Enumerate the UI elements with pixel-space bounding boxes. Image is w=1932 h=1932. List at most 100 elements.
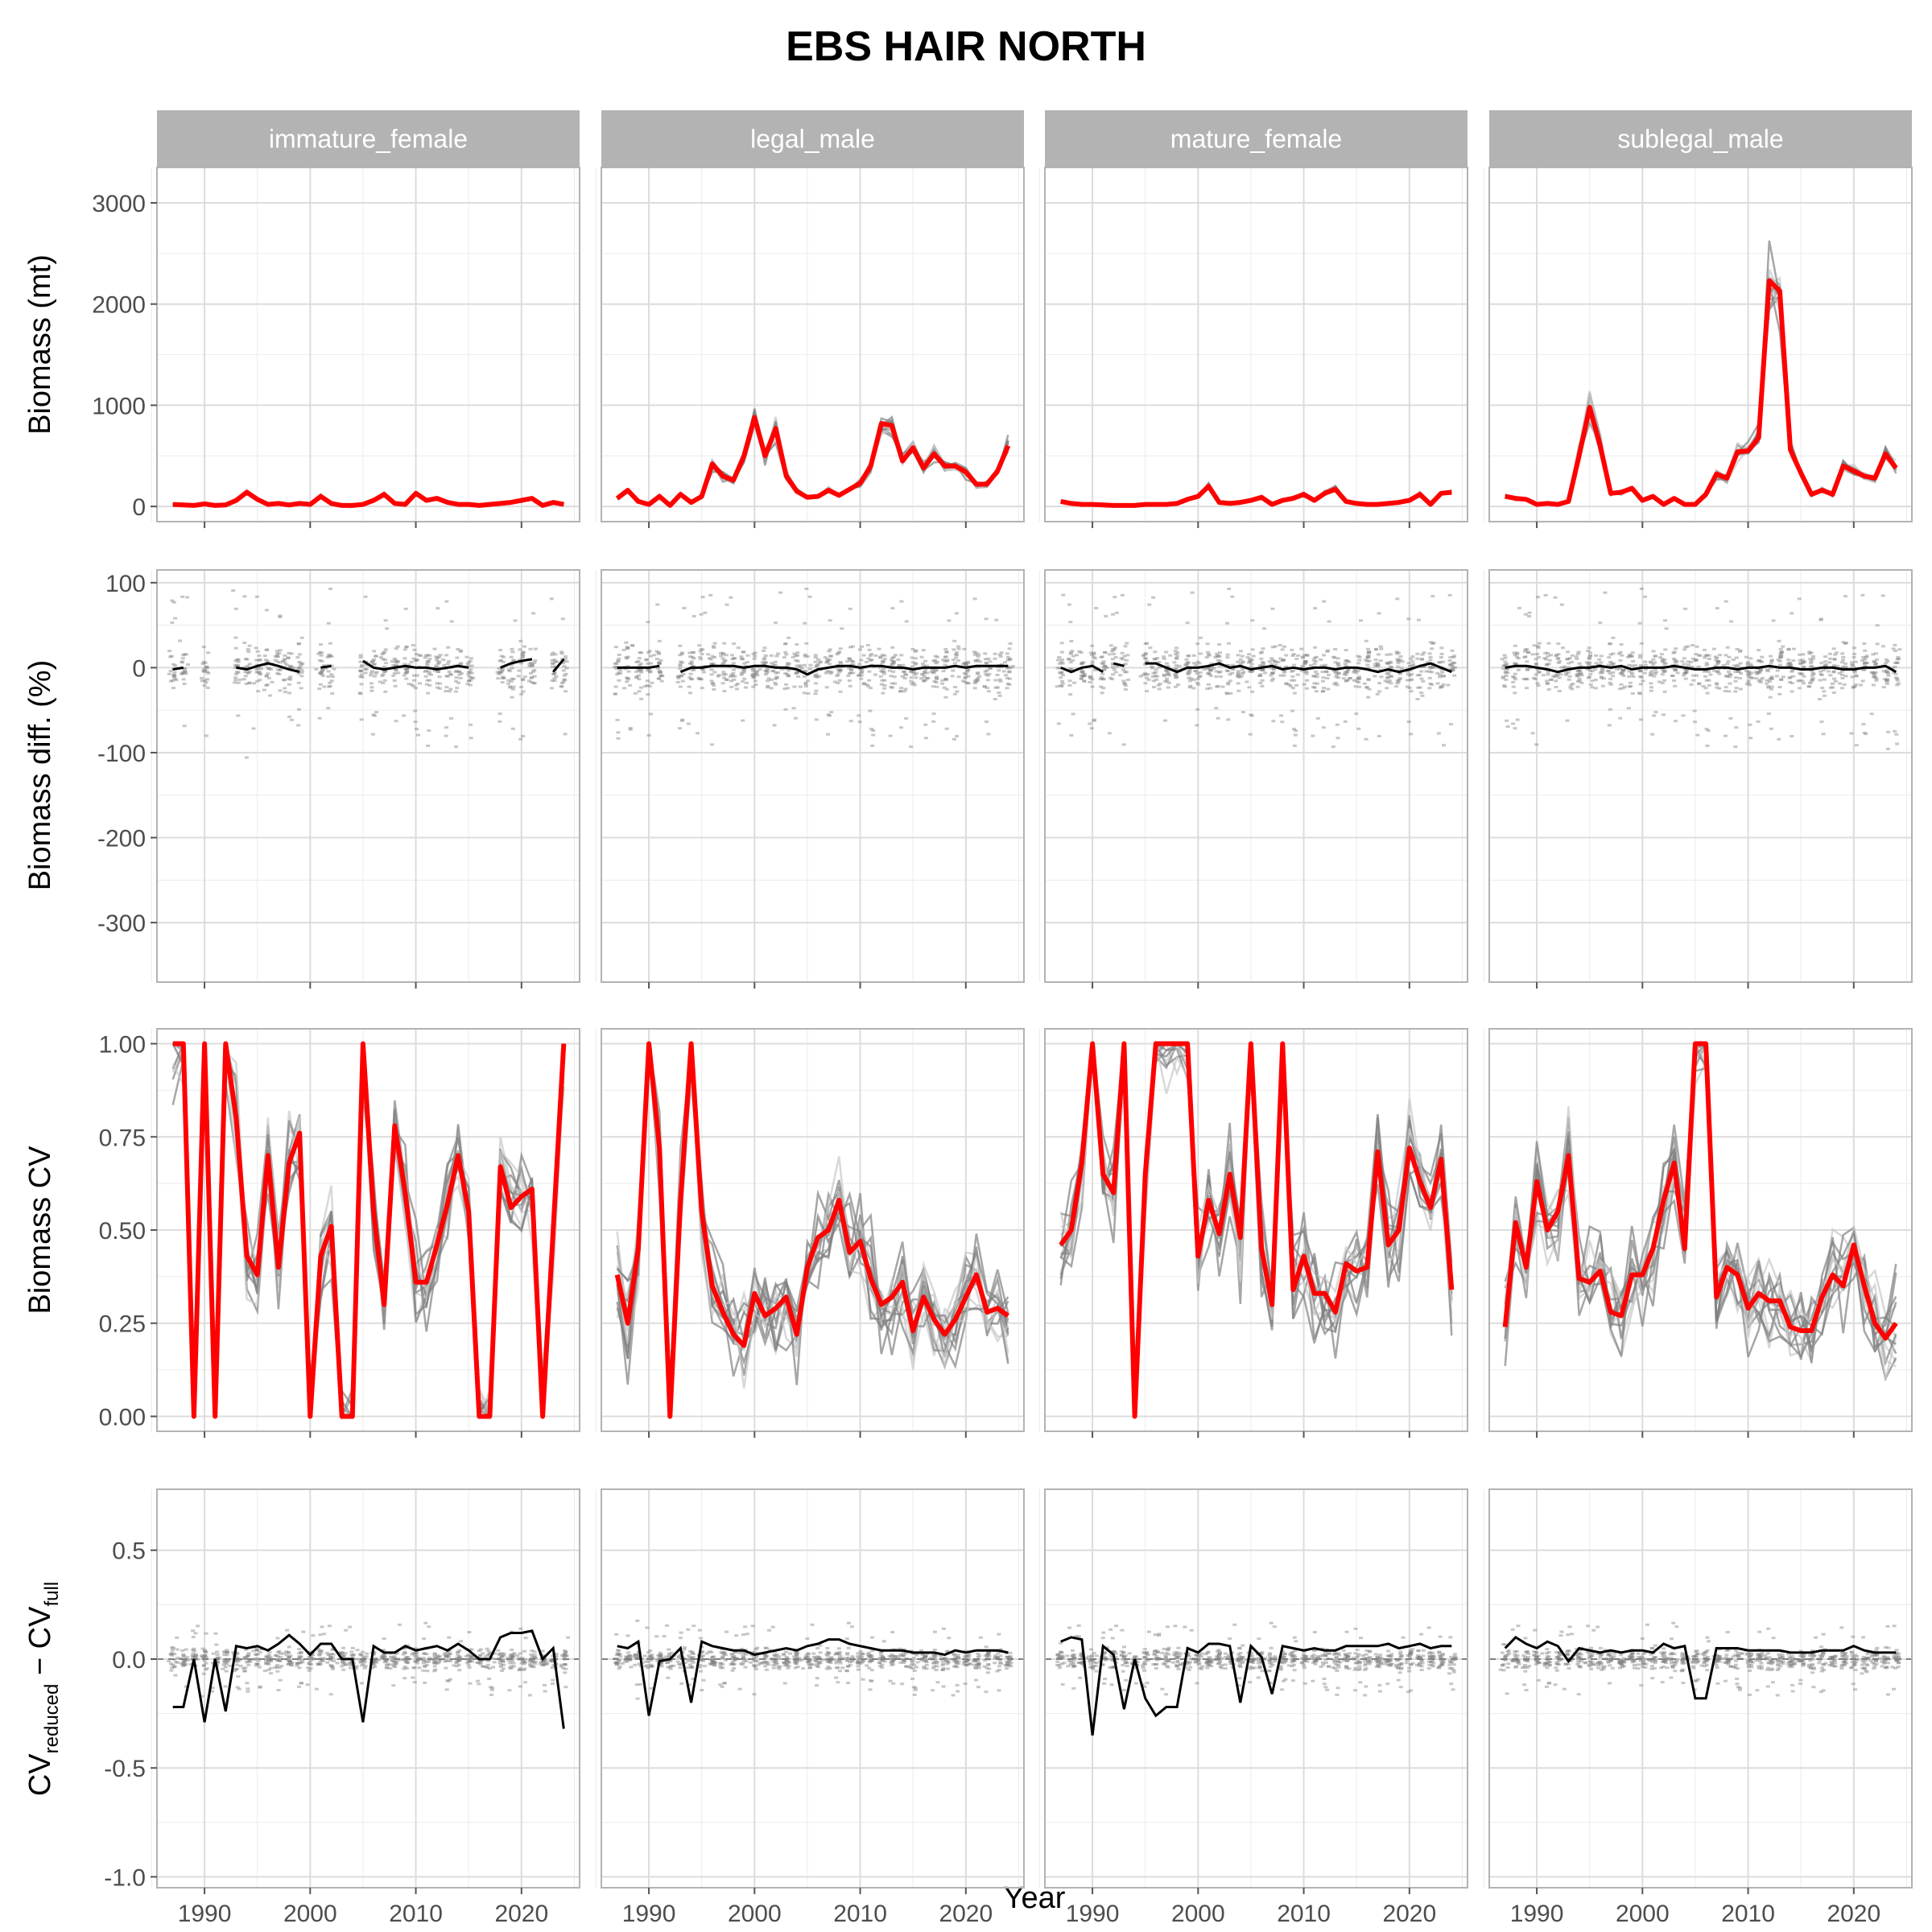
residual-point — [1228, 1662, 1233, 1665]
residual-point — [1283, 1659, 1288, 1662]
residual-point — [1166, 1666, 1170, 1669]
residual-point — [1100, 1637, 1105, 1640]
residual-point — [1165, 1658, 1170, 1662]
residual-point — [925, 677, 930, 679]
residual-point — [963, 662, 968, 665]
residual-point — [1174, 656, 1179, 659]
residual-point — [909, 670, 914, 672]
residual-point — [737, 1651, 742, 1654]
residual-point — [1258, 673, 1263, 676]
residual-point — [774, 675, 779, 679]
residual-point — [712, 671, 717, 674]
residual-point — [200, 663, 205, 665]
residual-point — [657, 662, 662, 665]
residual-point — [1008, 658, 1013, 660]
residual-point — [1427, 652, 1432, 655]
residual-point — [1441, 675, 1446, 678]
residual-point — [1102, 668, 1107, 671]
residual-point — [622, 687, 627, 690]
residual-point — [551, 662, 555, 665]
residual-point — [1068, 621, 1073, 624]
residual-point — [1385, 676, 1389, 679]
residual-point — [1194, 670, 1199, 673]
residual-point — [1094, 606, 1099, 609]
residual-point — [941, 1667, 946, 1670]
residual-point — [435, 682, 440, 685]
residual-point — [845, 1659, 850, 1662]
y-label-diff: Biomass diff. (%) — [23, 660, 57, 890]
residual-point — [1008, 658, 1013, 661]
residual-point — [806, 1652, 811, 1655]
residual-point — [171, 601, 176, 604]
residual-point — [1421, 679, 1426, 683]
residual-point — [297, 653, 302, 656]
residual-point — [933, 669, 938, 672]
residual-point — [807, 1659, 811, 1662]
residual-point — [720, 663, 725, 666]
residual-point — [236, 671, 241, 674]
residual-point — [701, 1659, 706, 1662]
residual-point — [205, 678, 210, 681]
residual-point — [1288, 684, 1293, 687]
residual-point — [1145, 690, 1150, 692]
residual-point — [1153, 1657, 1158, 1661]
residual-point — [1305, 654, 1310, 657]
residual-point — [242, 642, 247, 644]
residual-point — [435, 656, 440, 659]
residual-point — [1121, 1655, 1126, 1658]
residual-point — [1431, 642, 1436, 645]
residual-point — [1385, 662, 1390, 665]
residual-point — [299, 1682, 303, 1685]
residual-point — [273, 1666, 278, 1670]
residual-point — [838, 1654, 843, 1657]
residual-point — [644, 658, 649, 661]
residual-point — [732, 1657, 737, 1660]
residual-point — [613, 662, 617, 665]
residual-point — [506, 668, 511, 671]
residual-point — [331, 1667, 336, 1670]
residual-point — [1302, 1658, 1307, 1662]
residual-point — [1301, 1653, 1306, 1657]
residual-point — [1187, 654, 1191, 658]
residual-point — [848, 684, 852, 687]
residual-point — [1009, 1665, 1013, 1668]
residual-point — [846, 1665, 850, 1668]
residual-point — [506, 679, 511, 682]
residual-point — [497, 720, 502, 723]
residual-point — [554, 675, 559, 678]
residual-point — [818, 1662, 823, 1665]
residual-point — [712, 1661, 716, 1664]
residual-point — [1247, 661, 1251, 664]
residual-point — [318, 1663, 323, 1666]
residual-point — [793, 1649, 798, 1653]
residual-point — [1055, 1653, 1060, 1656]
residual-point — [222, 1662, 227, 1665]
residual-point — [329, 1653, 334, 1655]
residual-point — [878, 1658, 883, 1662]
residual-point — [427, 683, 432, 687]
residual-point — [795, 654, 800, 657]
residual-point — [1315, 672, 1319, 675]
residual-point — [1302, 1658, 1307, 1662]
residual-point — [1334, 1652, 1339, 1655]
residual-point — [783, 708, 788, 711]
residual-point — [1151, 679, 1156, 683]
residual-point — [691, 1656, 696, 1659]
residual-point — [732, 678, 737, 681]
residual-point — [311, 1657, 315, 1660]
residual-point — [541, 1654, 546, 1657]
residual-point — [910, 683, 914, 686]
residual-point — [1071, 1649, 1075, 1652]
residual-point — [1072, 1653, 1076, 1657]
residual-point — [881, 691, 886, 695]
residual-point — [1218, 1652, 1222, 1655]
residual-point — [985, 687, 989, 689]
residual-point — [322, 1657, 327, 1660]
residual-point — [1070, 650, 1075, 653]
residual-point — [690, 678, 695, 681]
residual-point — [866, 657, 871, 660]
residual-point — [1289, 679, 1294, 682]
residual-point — [827, 670, 832, 673]
residual-point — [627, 1658, 632, 1662]
residual-point — [1129, 1662, 1134, 1665]
